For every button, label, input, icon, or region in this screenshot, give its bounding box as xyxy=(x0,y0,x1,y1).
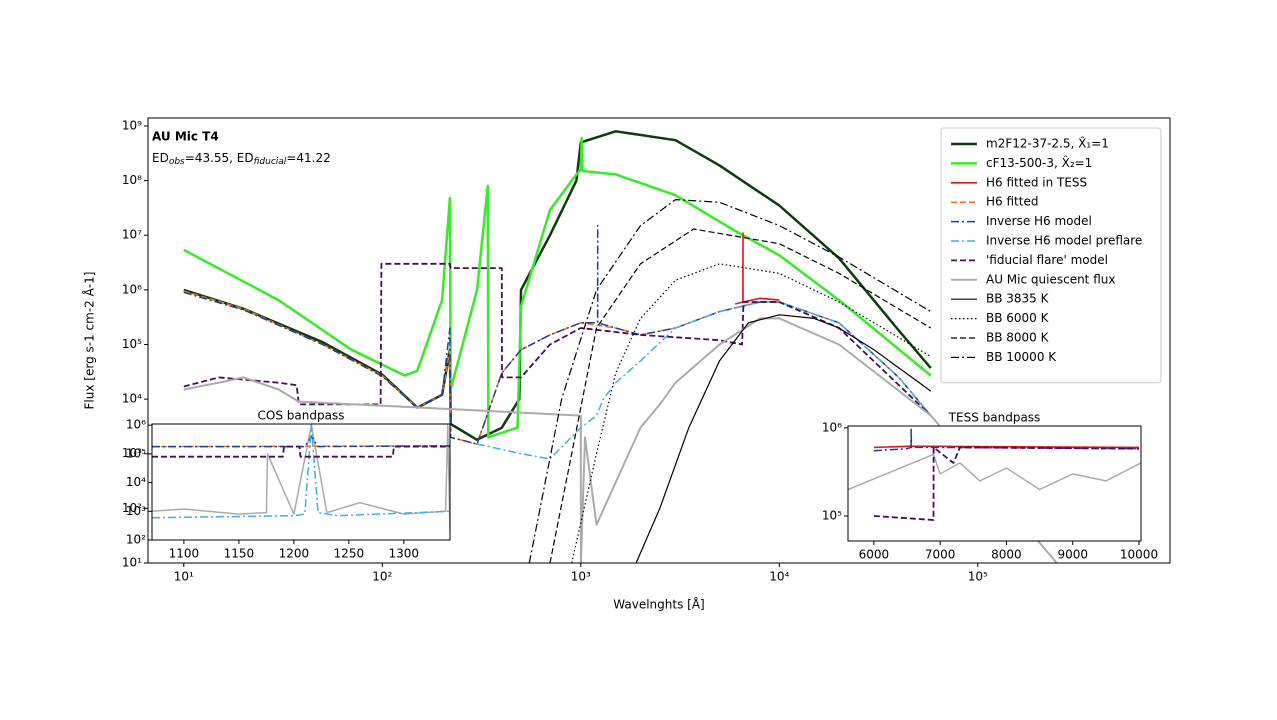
x-tick-label: 9000 xyxy=(1057,548,1088,562)
series-line xyxy=(873,427,1140,452)
y-tick-label: 10² xyxy=(126,533,146,547)
legend-label: H6 fitted xyxy=(986,195,1038,209)
y-tick-label: 10³ xyxy=(126,504,146,518)
y-tick-label: 10⁶ xyxy=(822,420,842,434)
legend-label: 'fiducial flare' model xyxy=(986,253,1108,267)
legend-label: H6 fitted in TESS xyxy=(986,175,1087,189)
chart-title: AU Mic T4 xyxy=(152,130,219,144)
y-tick-label: 10¹ xyxy=(122,556,142,570)
x-tick-label: 1200 xyxy=(279,547,310,561)
y-tick-label: 10⁸ xyxy=(122,173,142,187)
y-tick-label: 10⁹ xyxy=(122,118,142,132)
x-tick-label: 7000 xyxy=(925,548,956,562)
series-line xyxy=(152,424,450,519)
legend-label: cF13-500-3, X̂₂=1 xyxy=(986,156,1092,170)
legend-label: BB 8000 K xyxy=(986,331,1050,345)
legend-label: Inverse H6 model xyxy=(986,214,1092,228)
x-tick-label: 10⁵ xyxy=(968,570,988,584)
legend-label: BB 10000 K xyxy=(986,350,1057,364)
x-tick-label: 10³ xyxy=(571,570,591,584)
legend-box xyxy=(940,127,1162,384)
series-line xyxy=(734,232,780,305)
y-tick-label: 10⁵ xyxy=(822,508,842,522)
plot-frame xyxy=(147,117,1171,564)
inset-title: COS bandpass xyxy=(258,409,345,423)
series-line xyxy=(183,136,932,439)
x-tick-label: 10⁴ xyxy=(769,570,789,584)
chart-1: 1100 1150 1200 1250 1300 10² 10³ 10⁴ 10⁵ 10⁶ COS b… xyxy=(126,409,451,561)
x-tick-label: 1100 xyxy=(169,547,200,561)
subtitle-part: obs xyxy=(169,157,185,167)
subtitle-part: fiducial xyxy=(254,157,287,167)
series-line xyxy=(848,453,1141,491)
y-tick-label: 10⁶ xyxy=(126,418,146,432)
legend: m2F12-37-2.5, X̂₁=1 cF13-500-3, X̂₂=1 H6 f… xyxy=(940,127,1162,384)
legend-label: BB 3835 K xyxy=(986,292,1050,306)
y-tick-label: 10⁵ xyxy=(122,337,142,351)
series-group xyxy=(183,130,1058,563)
subtitle-part: ED xyxy=(152,151,169,165)
y-tick-label: 10⁴ xyxy=(122,392,142,406)
x-tick-label: 10000 xyxy=(1120,548,1158,562)
series-line xyxy=(152,435,450,448)
y-tick-label: 10⁷ xyxy=(122,228,142,242)
subtitle-part: =41.22 xyxy=(286,151,330,165)
series-line xyxy=(635,314,932,563)
x-tick-label: 1300 xyxy=(389,547,420,561)
x-tick-label: 6000 xyxy=(859,548,890,562)
x-tick-label: 8000 xyxy=(991,548,1022,562)
series-line xyxy=(183,317,1058,563)
legend-label: BB 6000 K xyxy=(986,311,1050,325)
series-line xyxy=(528,199,932,563)
legend-label: AU Mic quiescent flux xyxy=(986,272,1115,286)
legend-label: Inverse H6 model preflare xyxy=(986,234,1142,248)
series-group xyxy=(848,427,1141,521)
chart-2: 6000 7000 8000 9000 10000 10⁵ 10⁶ TESS bandpass xyxy=(822,411,1158,562)
series-line xyxy=(549,228,932,563)
y-axis-label: Flux [erg s-1 cm-2 Å-1] xyxy=(82,272,97,410)
subtitle-part: =43.55, ED xyxy=(185,151,254,165)
x-axis-label: Wavelnghts [Å] xyxy=(613,597,704,612)
x-tick-label: 10¹ xyxy=(174,570,194,584)
legend-label: m2F12-37-2.5, X̂₁=1 xyxy=(986,136,1109,150)
y-tick-label: 10⁴ xyxy=(126,475,146,489)
plot-frame xyxy=(151,423,451,541)
x-tick-label: 10² xyxy=(372,570,392,584)
y-tick-label: 10⁶ xyxy=(122,282,142,296)
series-line xyxy=(873,446,1140,521)
series-line xyxy=(183,262,932,417)
plot-area xyxy=(848,426,1141,541)
y-tick-label: 10² xyxy=(122,501,142,515)
x-tick-label: 1150 xyxy=(224,547,255,561)
series-group xyxy=(152,424,450,532)
plot-frame xyxy=(847,425,1142,542)
inset-title: TESS bandpass xyxy=(948,411,1041,425)
series-line xyxy=(476,301,932,460)
x-tick-label: 1250 xyxy=(334,547,365,561)
subtitle: EDobs=43.55, EDfiducial=41.22 xyxy=(152,151,331,167)
y-tick-label: 10⁵ xyxy=(126,446,146,460)
y-tick-label: 10³ xyxy=(122,446,142,460)
plot-area xyxy=(152,424,450,540)
